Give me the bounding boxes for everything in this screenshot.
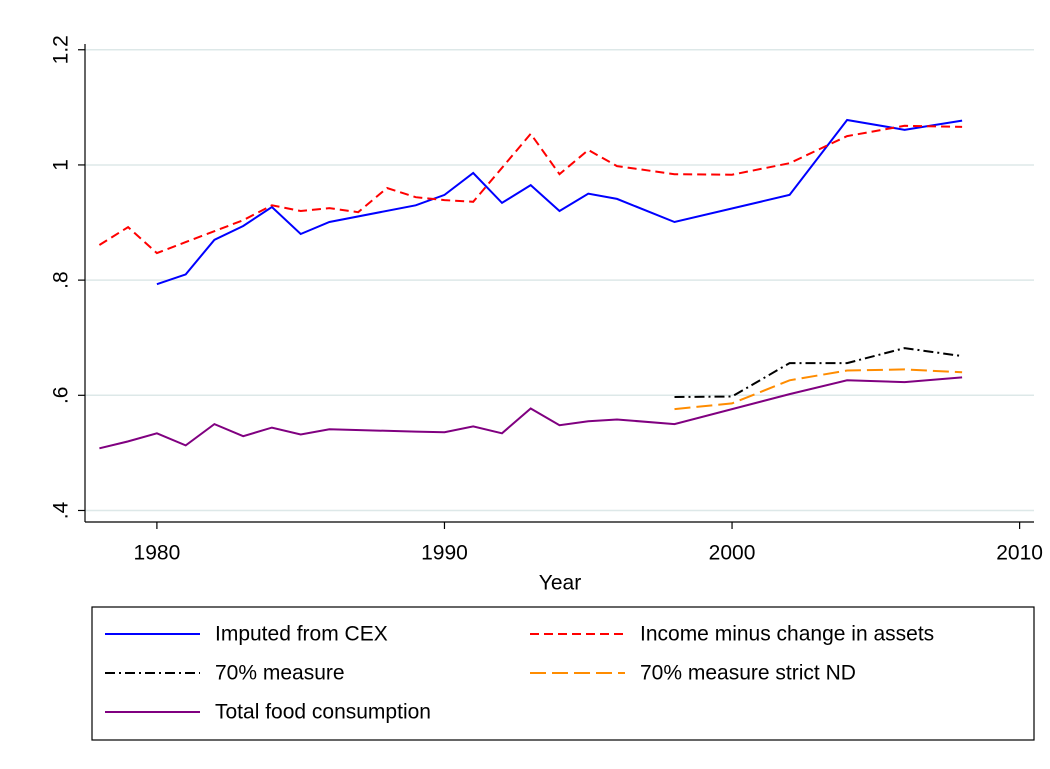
series-line — [674, 368, 963, 411]
y-tick-label: 1.2 — [50, 35, 73, 64]
series-line — [674, 347, 963, 398]
y-tick-label: .8 — [50, 271, 73, 289]
y-tick-label: .6 — [50, 387, 73, 405]
series-line — [99, 376, 963, 450]
legend-box — [91, 606, 1035, 741]
legend-label: 70% measure strict ND — [640, 662, 856, 685]
x-tick-label: 1980 — [134, 542, 181, 565]
series-line — [156, 118, 963, 286]
x-tick-label: 1990 — [421, 542, 468, 565]
legend-label: Total food consumption — [215, 701, 431, 724]
x-tick-label: 2000 — [709, 542, 756, 565]
y-tick-label: 1 — [50, 159, 73, 171]
legend-label: Income minus change in assets — [640, 623, 934, 646]
legend-label: Imputed from CEX — [215, 623, 388, 646]
series-line — [98, 124, 963, 255]
legend-label: 70% measure — [215, 662, 345, 685]
x-tick-label: 2010 — [996, 542, 1043, 565]
x-axis-label: Year — [539, 572, 581, 595]
y-tick-label: .4 — [50, 501, 73, 519]
